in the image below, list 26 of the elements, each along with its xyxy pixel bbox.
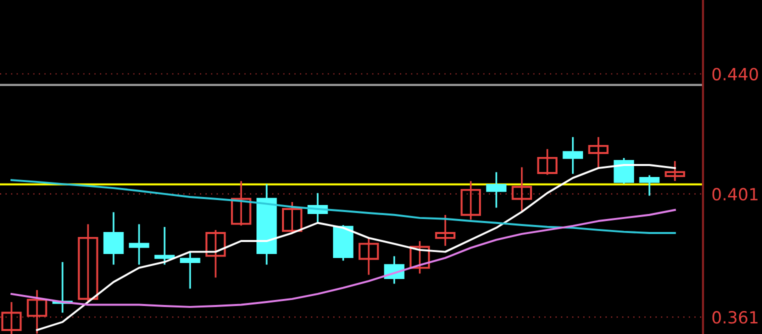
candlestick bbox=[460, 181, 481, 220]
candlestick bbox=[205, 230, 226, 278]
candlestick bbox=[128, 224, 150, 265]
y-tick-label: 0.401 bbox=[712, 188, 758, 201]
candlestick bbox=[512, 167, 532, 211]
candlestick bbox=[26, 290, 48, 334]
candlestick bbox=[537, 149, 558, 175]
candlestick bbox=[78, 224, 98, 301]
candlestick bbox=[664, 161, 686, 181]
candlestick bbox=[103, 212, 124, 265]
candlestick bbox=[588, 137, 609, 168]
y-tick-label: 0.361 bbox=[712, 311, 758, 324]
candlestick bbox=[562, 137, 584, 174]
candlestick bbox=[358, 238, 379, 275]
line-series bbox=[36, 164, 676, 331]
candlestick bbox=[639, 175, 660, 196]
candlestick bbox=[410, 241, 430, 274]
candlestick bbox=[1, 302, 22, 334]
candlestick bbox=[282, 202, 302, 232]
y-tick-label: 0.440 bbox=[712, 68, 758, 80]
candlestick bbox=[180, 252, 200, 289]
candlestick bbox=[154, 226, 175, 265]
candlestick bbox=[486, 172, 506, 208]
candlestick bbox=[230, 181, 252, 226]
candlestick bbox=[435, 214, 456, 246]
line-series bbox=[10, 179, 676, 234]
